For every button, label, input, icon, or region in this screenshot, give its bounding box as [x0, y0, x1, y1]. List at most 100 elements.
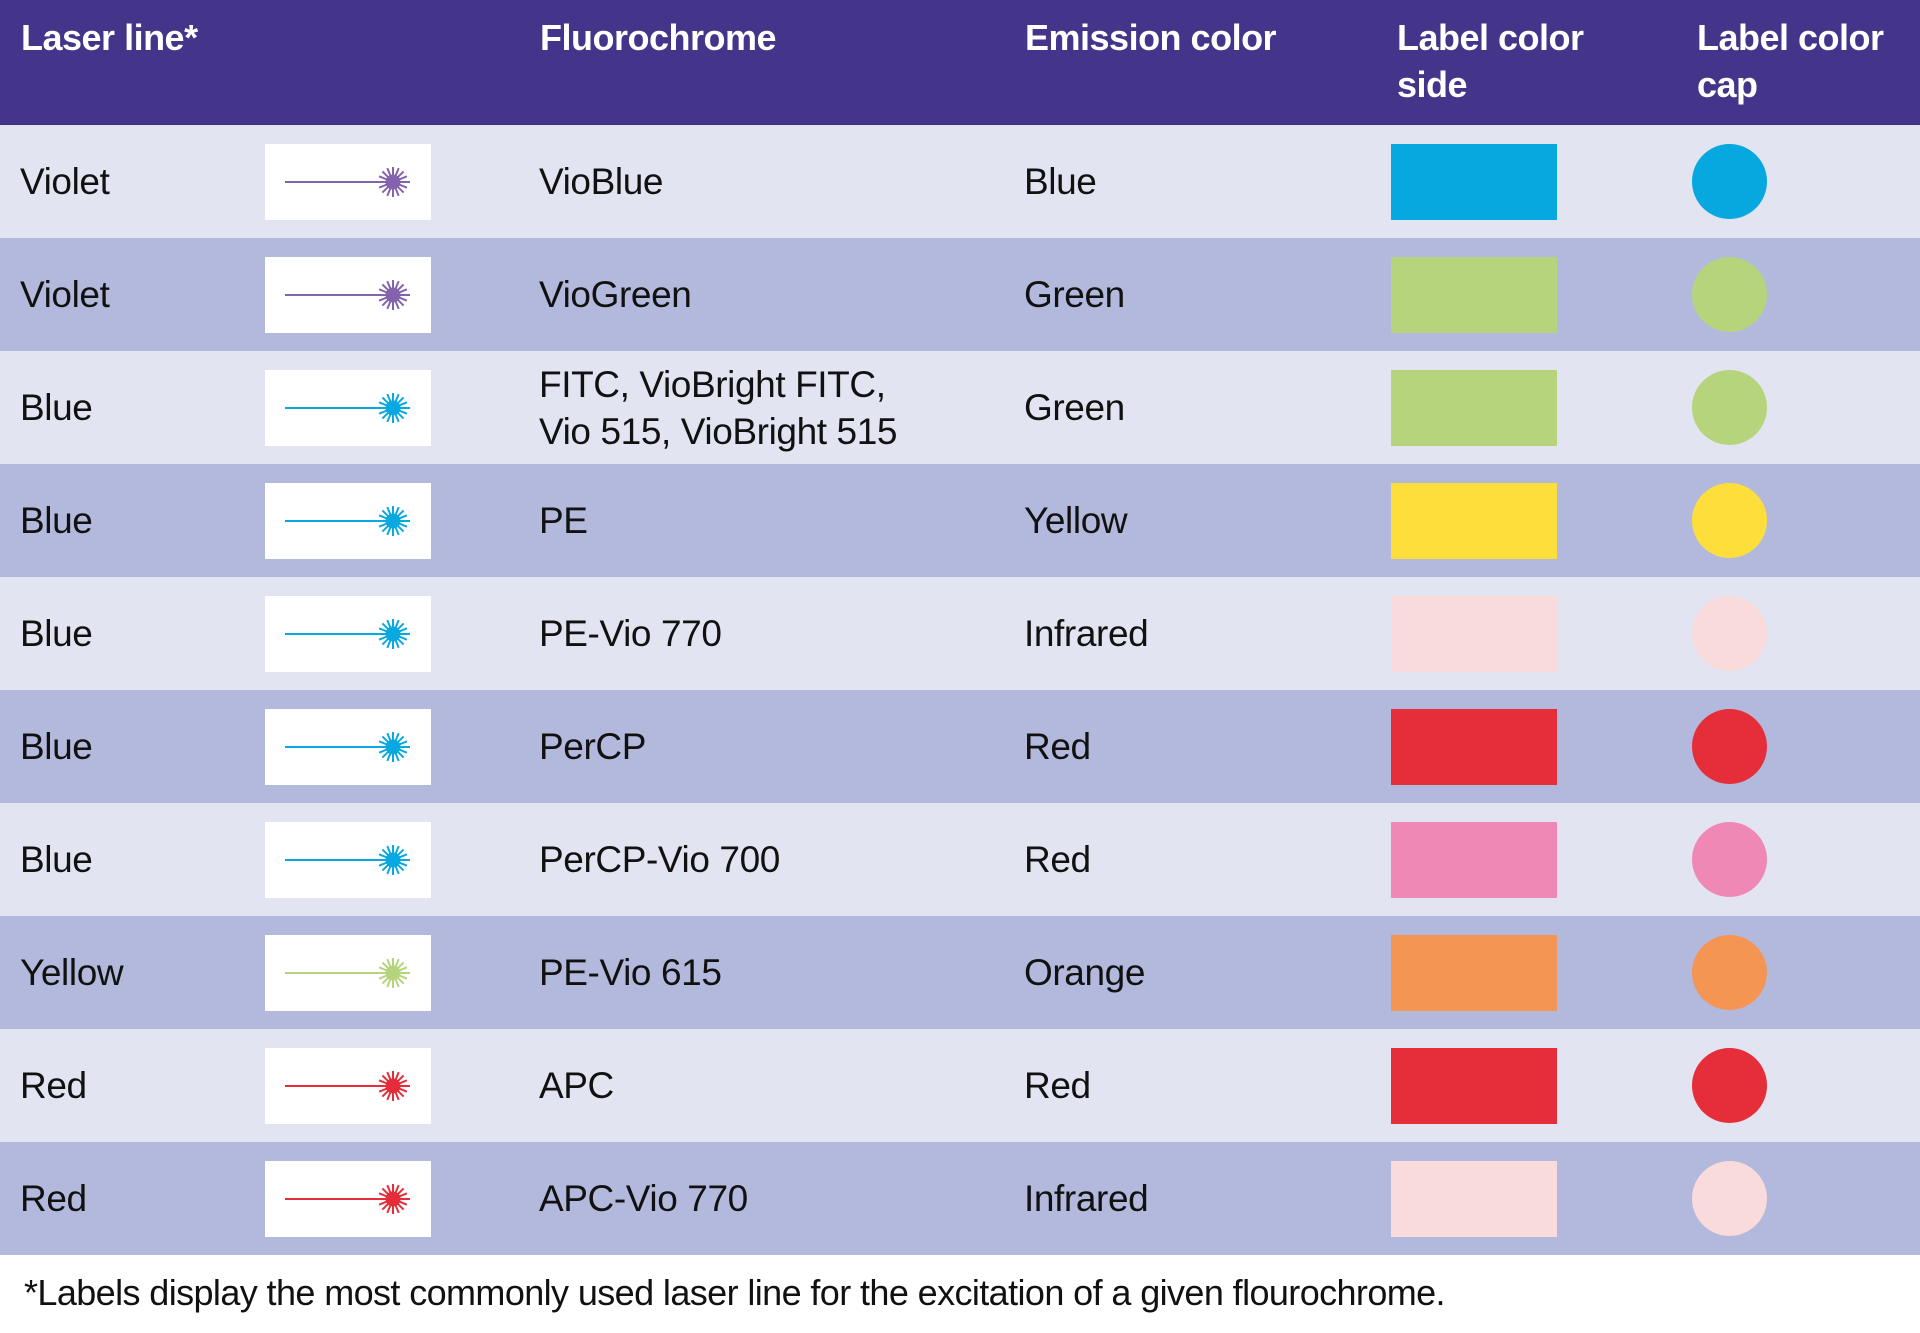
- fluorochrome-cell: PerCP-Vio 700: [539, 803, 780, 916]
- laser-icon-cell: [265, 803, 431, 916]
- laser-line-cell: Violet: [20, 238, 110, 351]
- label-color-cap-cell: [1692, 916, 1767, 1029]
- label-color-cap-cell: [1692, 690, 1767, 803]
- label-color-side-cell: [1391, 125, 1557, 238]
- cap-color-swatch: [1692, 822, 1767, 897]
- header-fluorochrome: Fluorochrome: [540, 17, 777, 58]
- laser-icon-cell: [265, 577, 431, 690]
- laser-icon-cell: [265, 351, 431, 464]
- fluorochrome-table: Laser line* Fluorochrome Emission color …: [0, 0, 1920, 1255]
- fluorochrome-cell: PE-Vio 615: [539, 916, 722, 1029]
- emission-color-label: Blue: [1024, 161, 1097, 202]
- laser-line-label: Blue: [20, 613, 93, 654]
- header-laser-line: Laser line*: [21, 17, 198, 58]
- header-label-color-cap-line1: Label color: [1697, 17, 1884, 58]
- cap-color-swatch: [1692, 935, 1767, 1010]
- laser-line-cell: Yellow: [20, 916, 124, 1029]
- emission-color-cell: Red: [1024, 803, 1091, 916]
- fluorochrome-name: PerCP-Vio 700: [539, 839, 780, 880]
- laser-line-cell: Blue: [20, 803, 93, 916]
- table-row: Blue: [0, 577, 1920, 690]
- label-color-cap-cell: [1692, 238, 1767, 351]
- fluorochrome-name: PerCP: [539, 726, 646, 767]
- label-color-side-cell: [1391, 690, 1557, 803]
- laser-line-cell: Red: [20, 1142, 87, 1255]
- laser-line-cell: Red: [20, 1029, 87, 1142]
- header-label-color-side-line2: side: [1397, 64, 1468, 105]
- laser-icon-cell: [265, 238, 431, 351]
- cap-color-swatch: [1692, 709, 1767, 784]
- side-color-swatch: [1391, 256, 1557, 333]
- laser-icon-cell: [265, 916, 431, 1029]
- side-color-swatch: [1391, 1160, 1557, 1237]
- side-color-swatch: [1391, 821, 1557, 898]
- laser-icon-cell: [265, 464, 431, 577]
- label-color-side-cell: [1391, 1142, 1557, 1255]
- cap-color-swatch: [1692, 1048, 1767, 1123]
- table-row: Yellow: [0, 916, 1920, 1029]
- label-color-cap-cell: [1692, 351, 1767, 464]
- laser-line-cell: Blue: [20, 464, 93, 577]
- side-color-swatch: [1391, 482, 1557, 559]
- emission-color-label: Green: [1024, 387, 1125, 428]
- laser-line-label: Yellow: [20, 952, 124, 993]
- laser-line-cell: Violet: [20, 125, 110, 238]
- side-color-swatch: [1391, 143, 1557, 220]
- table-header: Laser line* Fluorochrome Emission color …: [0, 0, 1920, 125]
- fluorochrome-cell: FITC, VioBright FITC, Vio 515, VioBright…: [539, 351, 897, 464]
- fluorochrome-cell: VioBlue: [539, 125, 663, 238]
- label-color-side-cell: [1391, 238, 1557, 351]
- laser-icon-cell: [265, 125, 431, 238]
- red-laser-icon: [265, 1047, 431, 1124]
- laser-line-label: Blue: [20, 387, 93, 428]
- emission-color-label: Red: [1024, 839, 1091, 880]
- laser-line-label: Blue: [20, 839, 93, 880]
- laser-icon-cell: [265, 690, 431, 803]
- fluorochrome-name: APC-Vio 770: [539, 1178, 748, 1219]
- table-row: Red: [0, 1029, 1920, 1142]
- label-color-cap-cell: [1692, 464, 1767, 577]
- table-row: Violet: [0, 125, 1920, 238]
- emission-color-label: Yellow: [1024, 500, 1128, 541]
- cap-color-swatch: [1692, 1161, 1767, 1236]
- table-row: Blue: [0, 803, 1920, 916]
- fluorochrome-cell: VioGreen: [539, 238, 692, 351]
- table-row: Violet: [0, 238, 1920, 351]
- laser-line-label: Violet: [20, 274, 110, 315]
- blue-laser-icon: [265, 821, 431, 898]
- side-color-swatch: [1391, 1047, 1557, 1124]
- laser-line-label: Blue: [20, 726, 93, 767]
- laser-line-label: Blue: [20, 500, 93, 541]
- label-color-side-cell: [1391, 351, 1557, 464]
- cap-color-swatch: [1692, 370, 1767, 445]
- label-color-side-cell: [1391, 803, 1557, 916]
- cap-color-swatch: [1692, 257, 1767, 332]
- fluorochrome-cell: PerCP: [539, 690, 646, 803]
- cap-color-swatch: [1692, 483, 1767, 558]
- fluorochrome-name: PE-Vio 615: [539, 952, 722, 993]
- header-label-color-side: Label color side: [1397, 14, 1584, 108]
- fluorochrome-cell: PE: [539, 464, 588, 577]
- fluorochrome-name: PE-Vio 770: [539, 613, 722, 654]
- header-label-color-cap: Label color cap: [1697, 14, 1884, 108]
- header-label-color-cap-line2: cap: [1697, 64, 1758, 105]
- emission-color-cell: Blue: [1024, 125, 1097, 238]
- table-row: Blue: [0, 690, 1920, 803]
- laser-line-cell: Blue: [20, 690, 93, 803]
- laser-line-label: Red: [20, 1065, 87, 1106]
- emission-color-cell: Infrared: [1024, 577, 1149, 690]
- fluorochrome-cell: PE-Vio 770: [539, 577, 722, 690]
- emission-color-cell: Green: [1024, 238, 1125, 351]
- laser-line-cell: Blue: [20, 577, 93, 690]
- fluorochrome-cell: APC: [539, 1029, 614, 1142]
- fluorochrome-cell: APC-Vio 770: [539, 1142, 748, 1255]
- header-emission-color: Emission color: [1025, 17, 1277, 58]
- table-row: Blue: [0, 351, 1920, 464]
- laser-line-label: Red: [20, 1178, 87, 1219]
- header-label-color-side-line1: Label color: [1397, 17, 1584, 58]
- emission-color-label: Red: [1024, 726, 1091, 767]
- emission-color-label: Infrared: [1024, 1178, 1149, 1219]
- footnote: *Labels display the most commonly used l…: [24, 1272, 1446, 1313]
- table-body: Violet: [0, 125, 1920, 1255]
- emission-color-cell: Infrared: [1024, 1142, 1149, 1255]
